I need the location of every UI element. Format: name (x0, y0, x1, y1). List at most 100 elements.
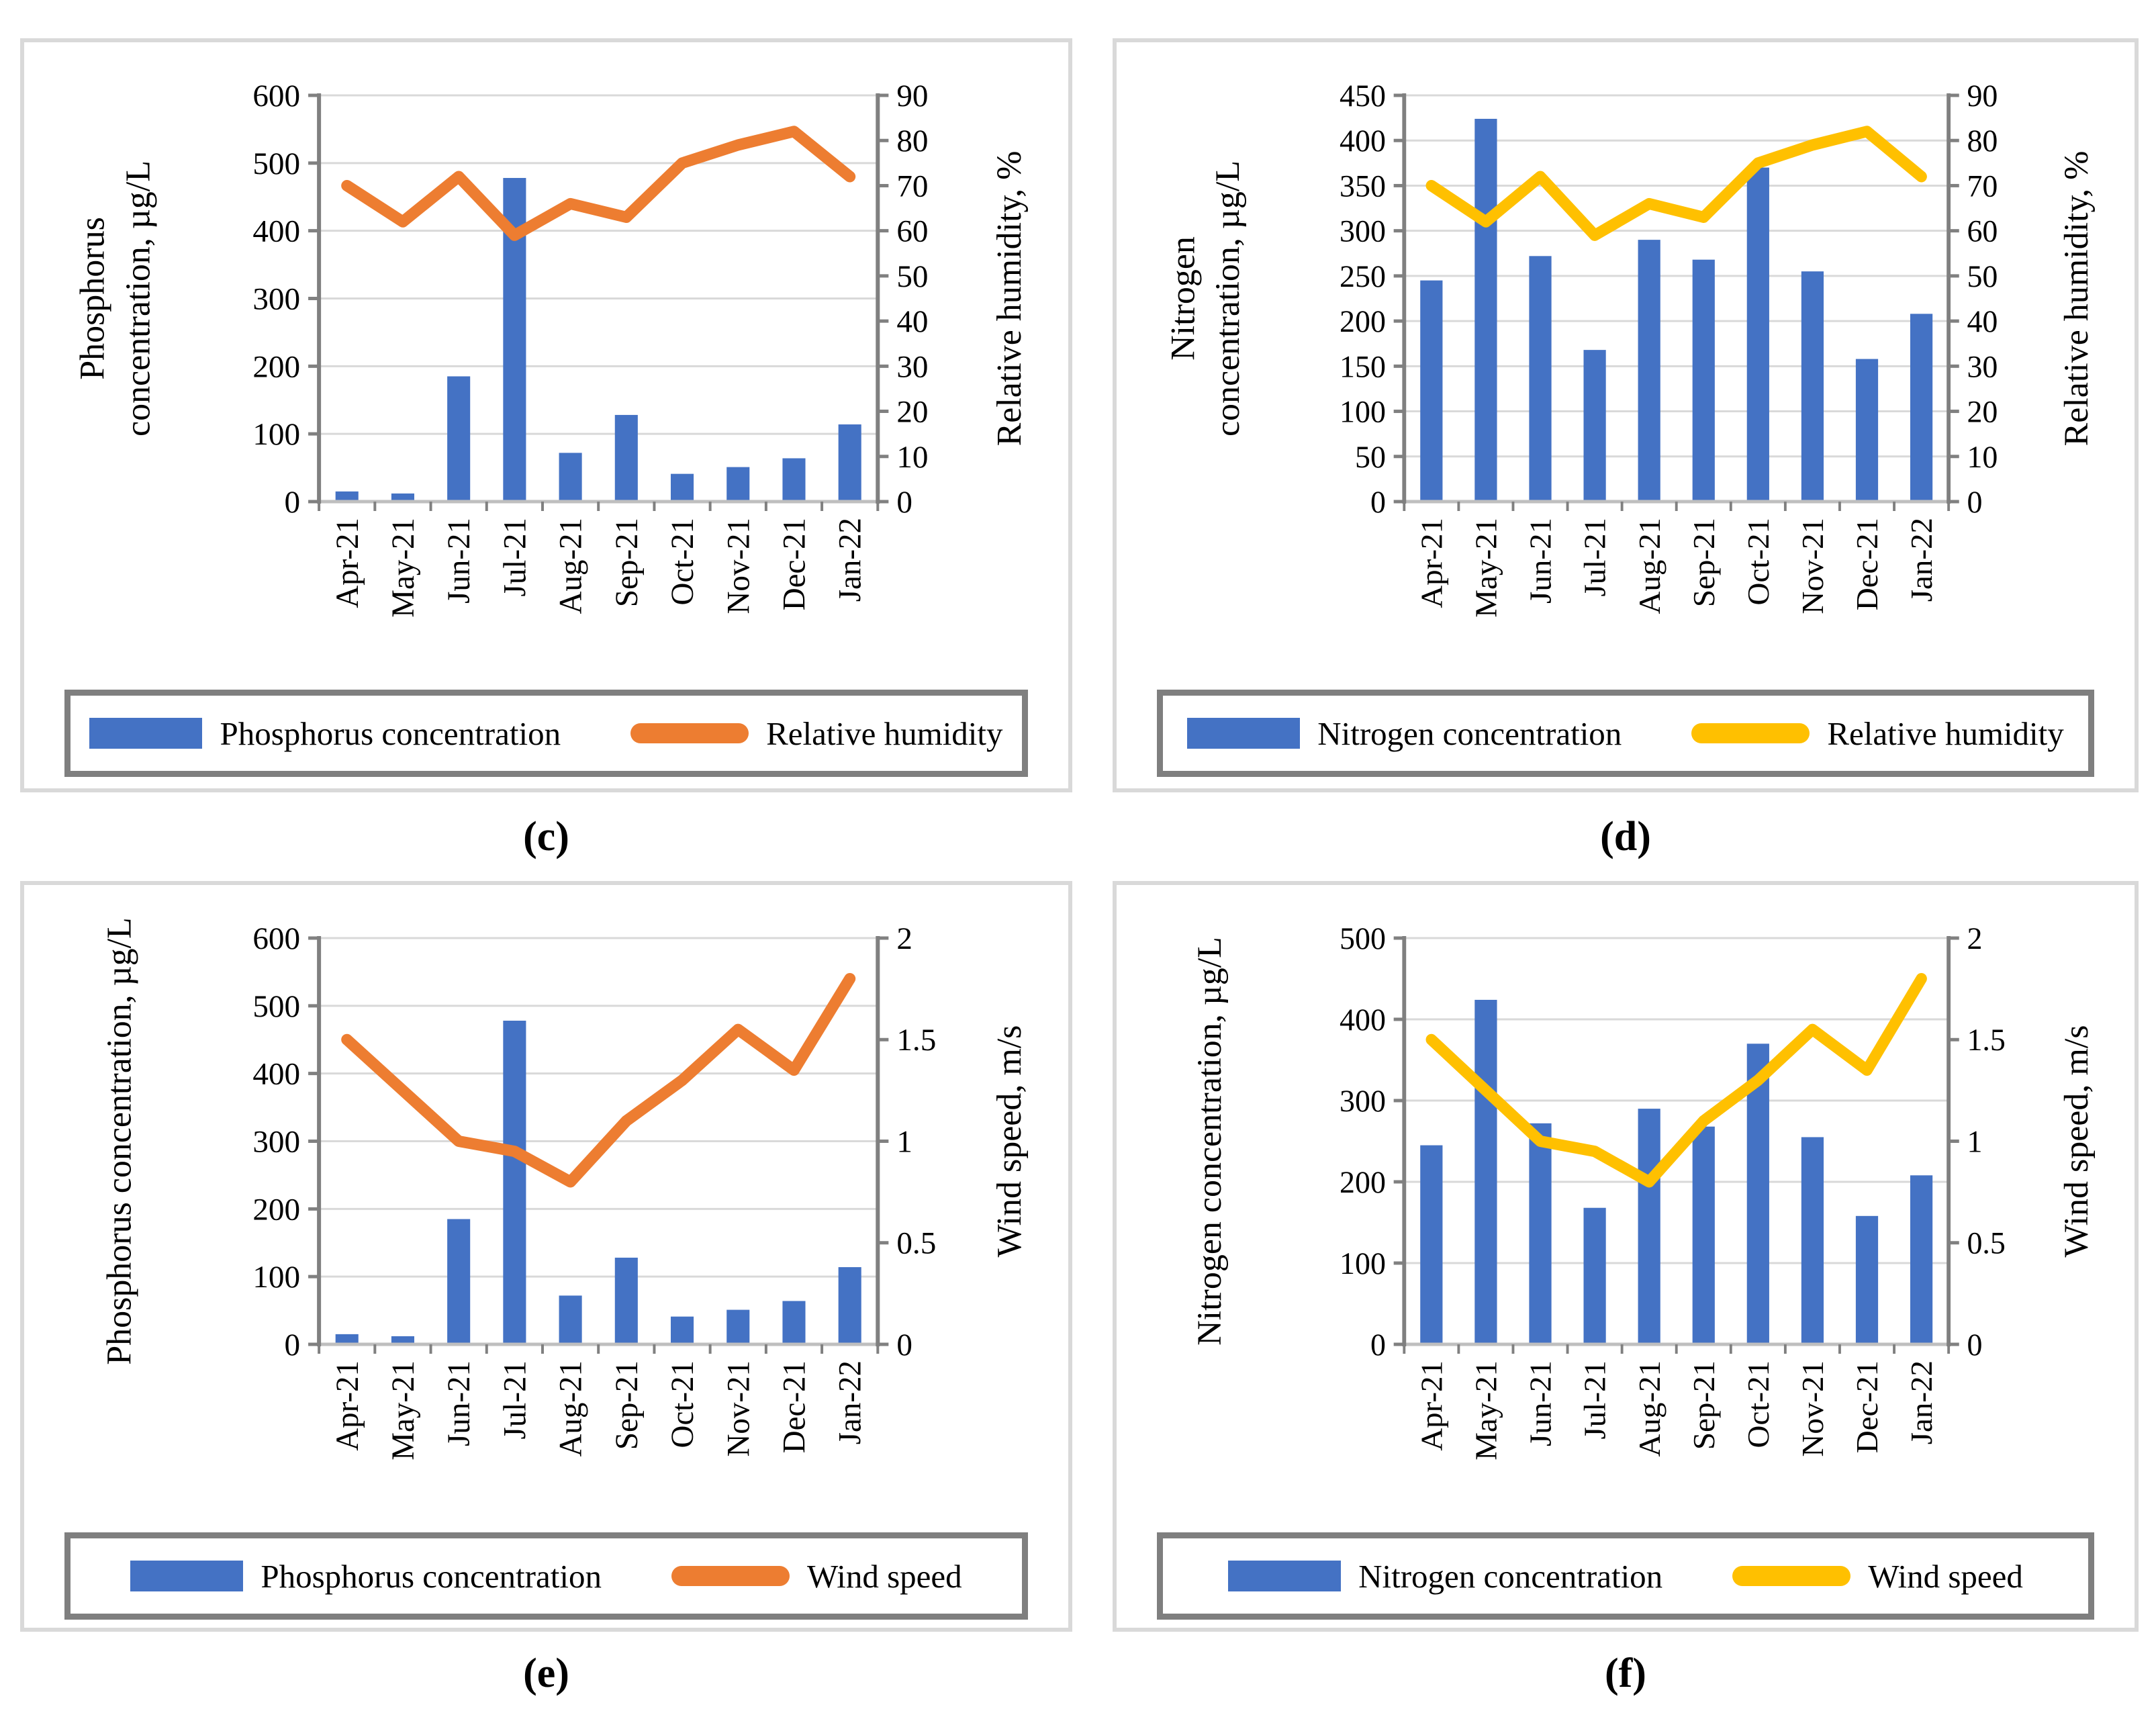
x-axis-label: Jan-22 (1906, 518, 1939, 602)
cell-f: 0 100 200 300 400 500 0 0.5 1 1.5 2 Apr-21 May-21 Jun… (1113, 881, 2139, 1715)
bar-Jul-21 (503, 1021, 526, 1344)
x-axis-label: Sep-21 (1687, 1360, 1721, 1450)
bar-Sep-21 (1692, 259, 1715, 502)
x-axis-label: Aug-21 (1633, 1360, 1667, 1457)
bar-Aug-21 (559, 1295, 582, 1344)
bar-May-21 (391, 493, 414, 502)
bar-swatch-icon (1187, 718, 1301, 749)
left-axis-tick-label: 0 (284, 1328, 300, 1362)
cell-e: 0 100 200 300 400 500 600 0 0.5 1 1.5 2 Apr-21 May-21… (20, 881, 1072, 1715)
left-axis-tick-label: 100 (252, 417, 300, 452)
right-axis-tick-label: 20 (1967, 395, 1998, 430)
chart-row-bottom: 0 100 200 300 400 500 600 0 0.5 1 1.5 2 Apr-21 May-21… (20, 881, 2156, 1715)
left-axis-tick-label: 0 (284, 485, 300, 520)
legend-label: Nitrogen concentration (1317, 714, 1622, 752)
bar-Dec-21 (1855, 1215, 1879, 1344)
legend-item-bars: Phosphorus concentration (130, 1557, 602, 1595)
chart-svg-d: 0 50 100 150 200 250 300 350 400 450 0 10 20 30 40 50 60… (1164, 79, 2096, 618)
right-axis-tick-label: 80 (896, 124, 928, 158)
bar-Jul-21 (1583, 350, 1606, 502)
x-axis-label: Apr-21 (330, 1360, 365, 1451)
bar-May-21 (1474, 118, 1497, 502)
x-axis-label: Jul-21 (1579, 1360, 1612, 1439)
x-axis-label: Aug-21 (1633, 518, 1667, 614)
left-axis-tick-label: 400 (252, 1057, 300, 1092)
x-axis-label: Jun-21 (1524, 1360, 1558, 1446)
bar-Apr-21 (335, 1334, 359, 1344)
chart-svg-c: 0 100 200 300 400 500 600 0 10 20 30 40 50 60 70 80 90 Ap… (73, 79, 1029, 618)
left-axis-tick-label: 500 (1340, 922, 1386, 957)
bar-Jan-22 (1910, 314, 1933, 502)
x-axis-label: Aug-21 (554, 1360, 589, 1457)
right-axis-tick-label: 50 (896, 259, 928, 294)
left-axis-title: Phosphorus (73, 217, 111, 380)
bar-Jan-22 (838, 1267, 861, 1344)
right-axis-title: Relative humidity, % (990, 151, 1029, 447)
right-axis-tick-label: 1 (1967, 1125, 1982, 1160)
x-axis-label: Jun-21 (442, 518, 477, 604)
bar-Nov-21 (727, 467, 750, 502)
x-axis-label: Oct-21 (665, 518, 700, 605)
bar-swatch-icon (89, 718, 203, 749)
left-axis-tick-label: 500 (252, 146, 300, 181)
bar-May-21 (1474, 999, 1497, 1344)
bar-Dec-21 (1855, 359, 1879, 502)
right-axis-tick-label: 2 (896, 921, 912, 956)
caption-c: (c) (523, 813, 569, 860)
bar-Apr-21 (335, 491, 359, 502)
bar-Oct-21 (670, 1316, 694, 1344)
right-axis-tick-label: 0 (1967, 1328, 1982, 1363)
left-axis-tick-label: 300 (252, 282, 300, 317)
left-axis-tick-label: 100 (252, 1260, 300, 1295)
chart-svg-f: 0 100 200 300 400 500 0 0.5 1 1.5 2 Apr-21 May-21 Jun… (1190, 922, 2096, 1461)
chart-panel-f: 0 100 200 300 400 500 0 0.5 1 1.5 2 Apr-21 May-21 Jun… (1113, 881, 2139, 1632)
bar-Oct-21 (670, 473, 694, 502)
x-axis-label: Dec-21 (777, 1360, 812, 1453)
line-swatch-icon (1732, 1566, 1851, 1586)
bar-swatch-icon (130, 1561, 244, 1591)
right-axis-tick-label: 70 (1967, 169, 1998, 204)
x-axis-label: Oct-21 (1742, 1360, 1775, 1448)
right-axis-tick-label: 1 (896, 1125, 912, 1160)
bar-Aug-21 (1638, 1109, 1660, 1344)
right-axis-tick-label: 40 (1967, 305, 1998, 340)
right-axis-tick-label: 30 (896, 349, 928, 384)
bar-Dec-21 (782, 1301, 806, 1344)
chart-f: 0 100 200 300 400 500 0 0.5 1 1.5 2 Apr-21 May-21 Jun… (1129, 901, 2122, 1526)
left-axis-tick-label: 0 (1370, 1328, 1386, 1363)
right-axis-tick-label: 90 (1967, 79, 1998, 114)
bar-Jan-22 (838, 424, 861, 502)
chart-e: 0 100 200 300 400 500 600 0 0.5 1 1.5 2 Apr-21 May-21… (36, 901, 1056, 1526)
legend-item-line: Wind speed (1732, 1557, 2023, 1595)
right-axis-tick-label: 1.5 (896, 1023, 936, 1058)
chart-panel-e: 0 100 200 300 400 500 600 0 0.5 1 1.5 2 Apr-21 May-21… (20, 881, 1072, 1632)
left-axis-tick-label: 200 (1340, 1166, 1386, 1201)
legend-c: Phosphorus concentration Relative humidi… (64, 690, 1028, 777)
left-axis-tick-label: 500 (252, 989, 300, 1024)
left-axis-tick-label: 400 (1340, 124, 1386, 159)
x-axis-label: Dec-21 (1851, 1360, 1885, 1453)
left-axis-title: Phosphorus concentration, µg/L (100, 917, 138, 1365)
legend-label: Nitrogen concentration (1358, 1557, 1663, 1595)
legend-item-bars: Phosphorus concentration (89, 714, 561, 753)
chart-d: 0 50 100 150 200 250 300 350 400 450 0 10 20 30 40 50 60… (1129, 58, 2122, 683)
left-axis-tick-label: 350 (1340, 169, 1386, 204)
bar-Jun-21 (1529, 256, 1552, 502)
x-axis-label: Dec-21 (1851, 518, 1885, 610)
right-axis-tick-label: 10 (896, 440, 928, 475)
left-axis-tick-label: 200 (252, 1192, 300, 1227)
left-axis-tick-label: 0 (1370, 485, 1386, 520)
x-axis-label: Apr-21 (1415, 1360, 1449, 1451)
bar-Nov-21 (1801, 271, 1824, 502)
left-axis-tick-label: 50 (1355, 440, 1386, 475)
bar-Jul-21 (1583, 1207, 1606, 1344)
right-axis-tick-label: 10 (1967, 440, 1998, 475)
right-axis-tick-label: 0 (896, 485, 912, 520)
x-axis-label: Jul-21 (1579, 518, 1612, 596)
x-axis-label: Jan-22 (1906, 1360, 1939, 1444)
x-axis-label: Jul-21 (498, 1360, 532, 1439)
x-axis-label: Apr-21 (330, 518, 365, 608)
caption-e: (e) (523, 1650, 569, 1696)
chart-c: 0 100 200 300 400 500 600 0 10 20 30 40 50 60 70 80 90 Ap… (36, 58, 1056, 683)
